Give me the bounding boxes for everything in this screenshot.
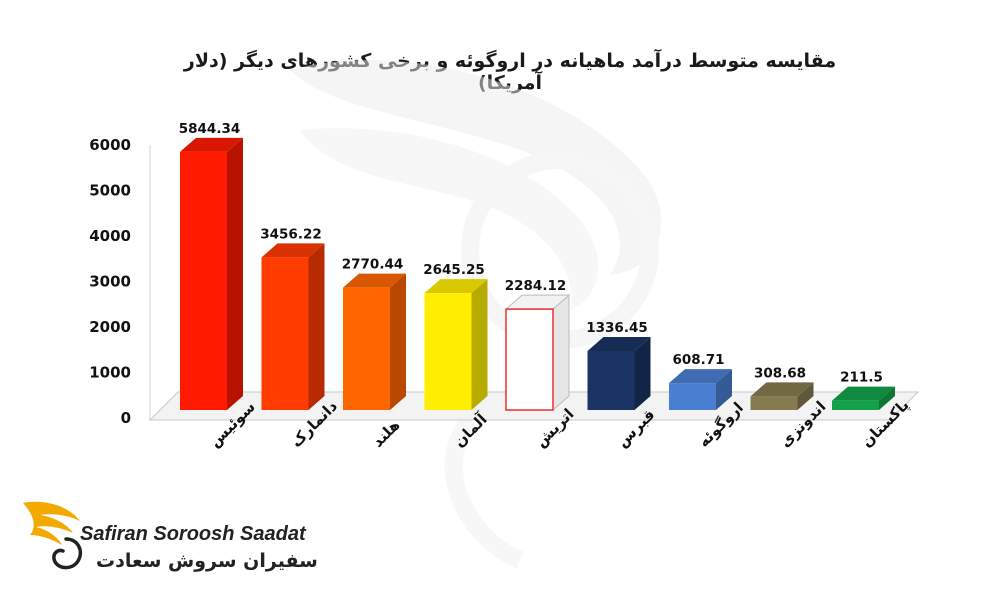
- data-label: 1336.45: [586, 320, 648, 336]
- data-label: 2770.44: [342, 257, 404, 273]
- bar-side: [716, 369, 732, 410]
- bar: [750, 382, 814, 410]
- y-tick-label: 5000: [89, 182, 131, 200]
- bar-top: [750, 382, 814, 397]
- data-label: 2645.25: [423, 262, 485, 278]
- bar-front: [424, 293, 472, 410]
- bar-top: [180, 137, 243, 152]
- bar-top: [261, 243, 325, 258]
- data-label: 5844.34: [179, 121, 241, 137]
- bar: [343, 273, 406, 410]
- bar-side: [390, 273, 406, 410]
- bar-side: [797, 382, 814, 410]
- bar-front: [261, 257, 309, 410]
- bar-front: [832, 400, 879, 410]
- bar-front: [505, 308, 554, 411]
- y-axis: 0 1000 2000 3000 4000 5000 6000: [89, 136, 131, 427]
- bar-front: [750, 396, 798, 410]
- bar-top: [587, 336, 651, 351]
- phoenix-logo-icon: [23, 501, 83, 570]
- bar-top: [343, 273, 406, 288]
- category-label: هلند: [369, 416, 404, 451]
- bar-front: [587, 350, 635, 410]
- y-tick-label: 6000: [89, 136, 131, 154]
- y-tick-label: 1000: [89, 364, 131, 382]
- bar-front: [669, 383, 716, 410]
- bar-top: [832, 386, 895, 401]
- bar-side: [308, 243, 325, 410]
- bars: [180, 137, 895, 412]
- y-tick-label: 4000: [89, 227, 131, 245]
- bar: [180, 137, 243, 410]
- bar-side: [879, 386, 895, 410]
- y-tick-label: 3000: [89, 273, 131, 291]
- bar-side: [634, 336, 651, 410]
- bar-side: [227, 137, 243, 410]
- logo-name-english: Safiran Soroosh Saadat: [80, 523, 306, 545]
- bar-side: [552, 294, 570, 412]
- bar-front: [343, 287, 390, 410]
- data-label: 211.5: [840, 370, 883, 386]
- company-logo: Safiran Soroosh Saadat سفیران سروش سعادت: [18, 495, 318, 585]
- bar-top: [669, 369, 732, 384]
- logo-name-persian: سفیران سروش سعادت: [96, 550, 318, 572]
- bar-top: [424, 279, 488, 294]
- bar: [587, 336, 651, 410]
- data-label: 308.68: [754, 365, 806, 381]
- bar-front: [180, 151, 227, 410]
- bar: [424, 279, 488, 410]
- bar: [261, 243, 325, 410]
- y-tick-label: 0: [121, 409, 131, 427]
- data-labels: 5844.34 3456.22 2770.44 2645.25 2284.12 1336.…: [179, 121, 883, 386]
- data-label: 2284.12: [505, 278, 567, 294]
- bar: [832, 386, 895, 410]
- y-tick-label: 2000: [89, 318, 131, 336]
- bar: [504, 294, 571, 412]
- data-label: 608.71: [672, 352, 724, 368]
- data-label: 3456.22: [260, 226, 322, 242]
- bar-side: [471, 279, 488, 410]
- bar: [669, 369, 732, 410]
